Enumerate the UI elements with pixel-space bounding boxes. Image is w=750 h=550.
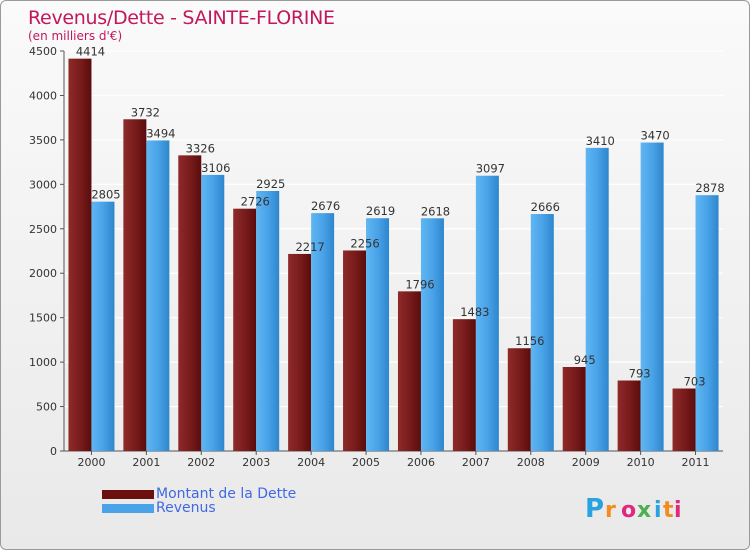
logo-letter: P	[585, 494, 604, 524]
x-tick-label: 2003	[242, 456, 270, 469]
y-tick-label: 3000	[29, 178, 57, 191]
data-label-revenus: 2805	[91, 188, 120, 202]
x-tick-label: 2007	[462, 456, 490, 469]
bar-revenus-2003	[256, 191, 280, 451]
y-tick-label: 0	[50, 445, 57, 458]
logo-letter: i	[674, 498, 682, 523]
y-tick-label: 2000	[29, 267, 57, 280]
bar-dette-2011	[672, 388, 696, 451]
logo-letter: i	[654, 498, 662, 523]
data-label-revenus: 2676	[311, 199, 340, 213]
bar-dette-2010	[617, 380, 641, 451]
bar-revenus-2007	[475, 175, 499, 451]
logo-letter: x	[637, 498, 651, 523]
logo-letter: o	[621, 498, 636, 523]
bar-dette-2000	[68, 58, 92, 452]
data-label-revenus: 2619	[366, 204, 395, 218]
bar-dette-2009	[562, 367, 586, 451]
chart-subtitle: (en milliers d'€)	[28, 29, 123, 43]
y-tick-label: 2500	[29, 223, 57, 236]
x-tick-label: 2000	[77, 456, 105, 469]
bar-dette-2001	[123, 119, 147, 452]
bar-dette-2006	[397, 291, 421, 451]
data-label-dette: 703	[684, 375, 706, 389]
data-label-dette: 4414	[76, 45, 105, 59]
bar-revenus-2001	[146, 140, 170, 451]
data-label-dette: 2256	[350, 236, 379, 250]
bar-revenus-2002	[201, 174, 225, 451]
y-tick-label: 4000	[29, 89, 57, 102]
bar-dette-2004	[288, 253, 312, 451]
x-tick-label: 2009	[572, 456, 600, 469]
bar-revenus-2000	[91, 201, 115, 451]
bar-dette-2007	[452, 319, 476, 451]
bar-dette-2002	[178, 155, 202, 451]
data-label-revenus: 2666	[531, 200, 560, 214]
y-tick-label: 3500	[29, 134, 57, 147]
bar-revenus-2005	[366, 218, 390, 451]
data-label-revenus: 3470	[640, 129, 669, 143]
data-label-dette: 3326	[186, 141, 215, 155]
bar-dette-2003	[233, 208, 257, 451]
data-label-dette: 3732	[131, 105, 160, 119]
bar-dette-2005	[343, 250, 367, 451]
logo-letter: r	[605, 498, 616, 523]
legend-swatch-dette	[102, 490, 154, 499]
y-tick-label: 1500	[29, 312, 57, 325]
x-tick-label: 2004	[297, 456, 325, 469]
legend-swatch-revenus	[102, 504, 154, 513]
x-tick-label: 2002	[187, 456, 215, 469]
x-tick-label: 2010	[627, 456, 655, 469]
data-label-revenus: 3494	[146, 126, 175, 140]
data-label-dette: 2217	[295, 240, 324, 254]
bar-dette-2008	[507, 348, 531, 451]
data-label-dette: 945	[574, 353, 596, 367]
bar-revenus-2008	[530, 214, 554, 451]
data-label-revenus: 2925	[256, 177, 285, 191]
legend-label-revenus: Revenus	[156, 500, 216, 516]
bar-revenus-2004	[311, 213, 335, 451]
bar-revenus-2011	[695, 195, 719, 451]
x-tick-label: 2005	[352, 456, 380, 469]
data-label-revenus: 2878	[695, 181, 724, 195]
bar-revenus-2010	[640, 142, 664, 452]
chart-title: Revenus/Dette - SAINTE-FLORINE	[28, 7, 335, 29]
bar-revenus-2006	[420, 218, 444, 451]
data-label-dette: 2726	[241, 195, 270, 209]
logo-letter: t	[663, 498, 674, 523]
data-label-dette: 1156	[515, 334, 544, 348]
data-label-dette: 793	[629, 367, 651, 381]
y-tick-label: 1000	[29, 356, 57, 369]
x-tick-label: 2008	[517, 456, 545, 469]
x-tick-label: 2006	[407, 456, 435, 469]
y-tick-label: 4500	[29, 45, 57, 58]
y-tick-label: 500	[36, 401, 57, 414]
data-label-dette: 1796	[405, 277, 434, 291]
data-label-revenus: 3097	[476, 162, 505, 176]
x-tick-label: 2001	[132, 456, 160, 469]
data-label-revenus: 3106	[201, 161, 230, 175]
data-label-revenus: 2618	[421, 204, 450, 218]
x-tick-label: 2011	[682, 456, 710, 469]
data-label-dette: 1483	[460, 305, 489, 319]
bar-revenus-2009	[585, 147, 609, 451]
data-label-revenus: 3410	[586, 134, 615, 148]
legend-label-dette: Montant de la Dette	[156, 486, 297, 502]
